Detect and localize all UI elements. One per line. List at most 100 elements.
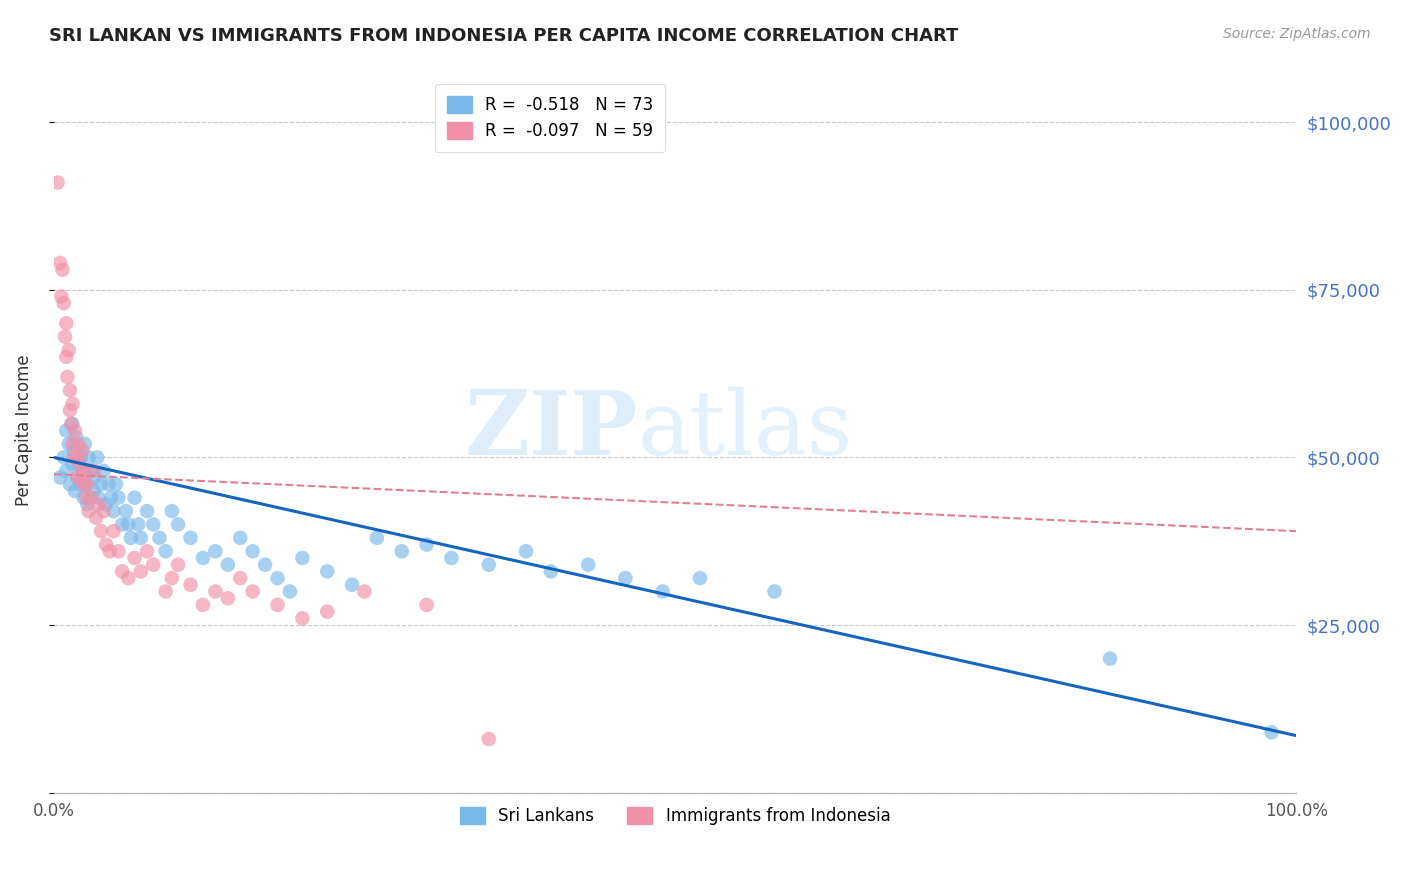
Point — [167, 517, 190, 532]
Point — [83, 483, 105, 498]
Point — [56, 370, 79, 384]
Point — [51, 289, 73, 303]
Point — [266, 598, 288, 612]
Point — [278, 584, 301, 599]
Point — [77, 450, 100, 465]
Point — [69, 457, 91, 471]
Point — [77, 504, 100, 518]
Point — [62, 437, 84, 451]
Point — [87, 491, 110, 505]
Point — [242, 544, 264, 558]
Point — [180, 578, 202, 592]
Point — [52, 296, 75, 310]
Point — [84, 510, 107, 524]
Point — [80, 491, 103, 505]
Point — [117, 517, 139, 532]
Point — [76, 477, 98, 491]
Point — [316, 565, 339, 579]
Point — [254, 558, 277, 572]
Point — [160, 571, 183, 585]
Point — [115, 504, 138, 518]
Point — [97, 477, 120, 491]
Point — [167, 558, 190, 572]
Point — [1098, 651, 1121, 665]
Point — [75, 491, 97, 505]
Point — [229, 571, 252, 585]
Point — [316, 605, 339, 619]
Point — [46, 176, 69, 190]
Point — [90, 524, 112, 538]
Point — [148, 531, 170, 545]
Point — [117, 571, 139, 585]
Point — [94, 497, 117, 511]
Point — [111, 517, 134, 532]
Point — [49, 256, 72, 270]
Point — [124, 491, 146, 505]
Point — [180, 531, 202, 545]
Point — [440, 551, 463, 566]
Point — [59, 403, 82, 417]
Point — [55, 316, 77, 330]
Point — [70, 470, 93, 484]
Point — [107, 544, 129, 558]
Point — [62, 397, 84, 411]
Point — [160, 504, 183, 518]
Point — [478, 558, 501, 572]
Point — [62, 417, 84, 431]
Point — [63, 483, 86, 498]
Point — [62, 457, 84, 471]
Point — [217, 558, 239, 572]
Point — [136, 544, 159, 558]
Point — [353, 584, 375, 599]
Point — [103, 504, 125, 518]
Point — [87, 497, 110, 511]
Point — [49, 470, 72, 484]
Point — [129, 565, 152, 579]
Point — [80, 464, 103, 478]
Point — [60, 417, 83, 431]
Point — [72, 443, 94, 458]
Point — [63, 424, 86, 438]
Point — [86, 450, 108, 465]
Point — [291, 551, 314, 566]
Point — [291, 611, 314, 625]
Point — [763, 584, 786, 599]
Point — [59, 477, 82, 491]
Point — [72, 491, 94, 505]
Y-axis label: Per Capita Income: Per Capita Income — [15, 355, 32, 507]
Point — [62, 450, 84, 465]
Text: ZIP: ZIP — [464, 387, 638, 474]
Point — [1260, 725, 1282, 739]
Point — [142, 558, 165, 572]
Point — [515, 544, 537, 558]
Point — [83, 464, 105, 478]
Point — [266, 571, 288, 585]
Point — [614, 571, 637, 585]
Point — [59, 384, 82, 398]
Point — [66, 470, 89, 484]
Legend: Sri Lankans, Immigrants from Indonesia: Sri Lankans, Immigrants from Indonesia — [450, 797, 900, 835]
Point — [107, 491, 129, 505]
Point — [98, 544, 121, 558]
Point — [58, 343, 80, 358]
Point — [415, 538, 437, 552]
Text: atlas: atlas — [638, 387, 853, 475]
Point — [155, 584, 177, 599]
Point — [52, 450, 75, 465]
Point — [340, 578, 363, 592]
Point — [93, 464, 115, 478]
Point — [366, 531, 388, 545]
Point — [689, 571, 711, 585]
Point — [142, 517, 165, 532]
Point — [104, 477, 127, 491]
Point — [94, 538, 117, 552]
Point — [53, 329, 76, 343]
Point — [75, 477, 97, 491]
Point — [100, 491, 122, 505]
Point — [55, 424, 77, 438]
Point — [136, 504, 159, 518]
Text: SRI LANKAN VS IMMIGRANTS FROM INDONESIA PER CAPITA INCOME CORRELATION CHART: SRI LANKAN VS IMMIGRANTS FROM INDONESIA … — [49, 27, 959, 45]
Point — [217, 591, 239, 606]
Point — [73, 464, 96, 478]
Point — [67, 457, 90, 471]
